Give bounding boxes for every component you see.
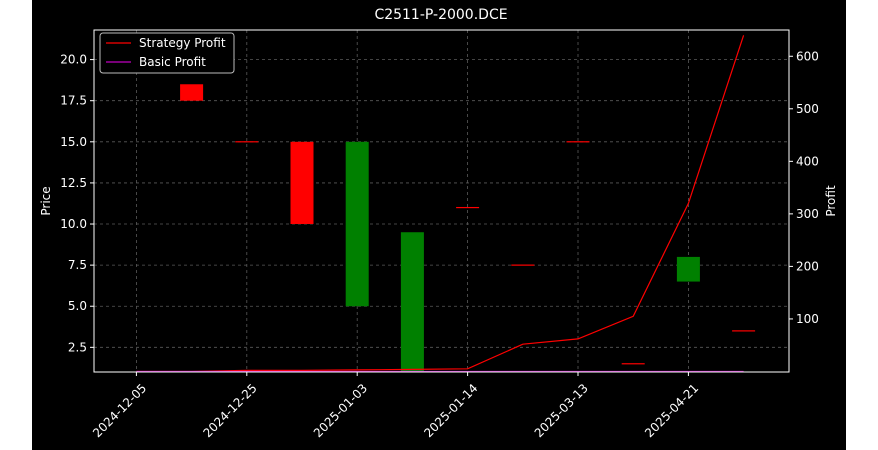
x-tick-label: 2025-01-14	[421, 381, 480, 440]
x-tick-label: 2025-03-13	[532, 381, 591, 440]
candle-bar	[732, 330, 756, 332]
y-left-tick-label: 15.0	[60, 135, 87, 149]
candle-bar	[511, 264, 535, 266]
x-tick-label: 2025-04-21	[642, 381, 701, 440]
candle-bar	[566, 141, 590, 143]
y-left-tick-label: 17.5	[60, 94, 87, 108]
candle-bar	[400, 232, 424, 372]
candle-bar	[676, 256, 700, 282]
chart-figure: C2511-P-2000.DCE 2024-12-05 2024-12-25 202…	[32, 0, 846, 450]
axis-layer: 2024-12-05 2024-12-25 2025-01-03 2025-01-14…	[60, 49, 819, 440]
legend-label-strategy-profit: Strategy Profit	[139, 36, 226, 50]
candle-bar	[180, 84, 204, 101]
legend-box	[99, 32, 235, 74]
y-left-tick-label: 2.5	[68, 340, 87, 354]
series-line-strategy-profit	[136, 35, 745, 373]
chart-svg: C2511-P-2000.DCE 2024-12-05 2024-12-25 202…	[39, 7, 838, 440]
x-tick-label: 2024-12-05	[90, 381, 149, 440]
y-right-tick-label: 400	[796, 154, 819, 168]
candle-bar	[456, 206, 480, 209]
y-left-tick-label: 12.5	[60, 176, 87, 190]
y-left-tick-label: 7.5	[68, 258, 87, 272]
legend: Strategy Profit Basic Profit	[99, 32, 235, 74]
line-layer	[136, 35, 745, 373]
y-right-tick-label: 600	[796, 49, 819, 63]
legend-label-basic-profit: Basic Profit	[139, 55, 206, 69]
candle-bar	[345, 141, 369, 307]
y-axis-right-label: Profit	[824, 185, 838, 217]
y-right-tick-label: 200	[796, 259, 819, 273]
candle-bar	[621, 363, 645, 365]
y-left-tick-label: 20.0	[60, 53, 87, 67]
grid-layer	[94, 30, 789, 372]
chart-title: C2511-P-2000.DCE	[374, 7, 507, 23]
y-right-tick-label: 300	[796, 207, 819, 221]
y-left-tick-label: 5.0	[68, 299, 87, 313]
plot-frame	[93, 29, 790, 373]
candle-bar	[290, 141, 314, 225]
y-axis-left-label: Price	[39, 186, 53, 215]
x-tick-label: 2025-01-03	[311, 381, 370, 440]
y-right-tick-label: 100	[796, 312, 819, 326]
candle-layer	[180, 84, 756, 372]
x-tick-label: 2024-12-25	[200, 381, 259, 440]
candle-bar	[235, 141, 259, 143]
y-right-tick-label: 500	[796, 102, 819, 116]
y-left-tick-label: 10.0	[60, 217, 87, 231]
